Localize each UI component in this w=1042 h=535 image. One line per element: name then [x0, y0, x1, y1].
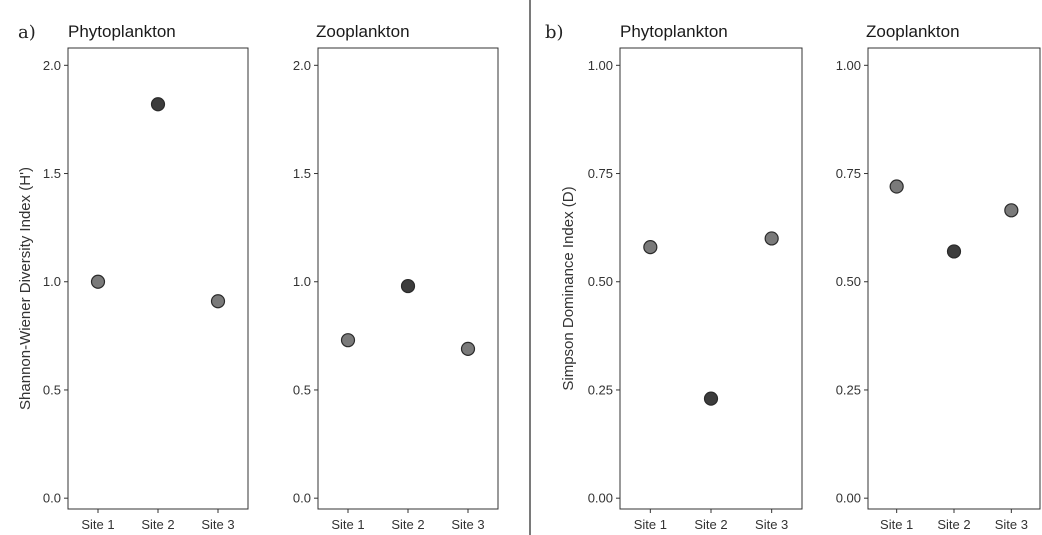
x-tick-label: Site 3: [451, 517, 484, 532]
data-point-site-1: [889, 179, 904, 194]
panel-letter: a): [18, 22, 36, 43]
data-point-site-2: [400, 278, 416, 294]
data-point-site-2: [150, 97, 166, 112]
chart-panel-3: b) Phytoplankton 0.00 0.25 0.50 0.75 1.00 Site …: [545, 22, 803, 532]
chart-panel-1: a) Phytoplankton 0.0 0.5 1.0 1.5 2.0 Site 1 Site…: [17, 22, 249, 532]
data-point-site-2: [703, 391, 719, 406]
x-tick-label: Site 1: [634, 517, 667, 532]
chart-title: Phytoplankton: [620, 22, 728, 41]
data-point-site-3: [210, 294, 226, 309]
x-tick-label: Site 3: [995, 517, 1028, 532]
y-tick-label: 0.0: [293, 491, 311, 506]
y-tick-label: 1.0: [293, 274, 311, 289]
chart-panel-2: Zooplankton 0.0 0.5 1.0 1.5 2.0 Site 1 Site 2 Si…: [293, 22, 499, 532]
y-tick-label: 0.00: [836, 491, 861, 506]
data-point-site-3: [460, 341, 476, 356]
y-axis-label: Shannon-Wiener Diversity Index (H'): [17, 167, 34, 410]
y-tick-label: 0.50: [836, 274, 861, 289]
x-tick-label: Site 2: [391, 517, 424, 532]
y-axis-label: Simpson Dominance Index (D): [560, 186, 577, 390]
data-point-site-3: [764, 231, 779, 246]
chart-title: Phytoplankton: [68, 22, 176, 41]
y-tick-label: 1.5: [43, 166, 61, 181]
x-tick-label: Site 1: [81, 517, 114, 532]
plot-frame: [317, 47, 499, 510]
y-tick-label: 2.0: [43, 58, 61, 73]
y-tick-label: 0.75: [588, 166, 613, 181]
panel-letter: b): [545, 22, 564, 43]
y-tick-label: 0.25: [588, 382, 613, 397]
plot-frame: [619, 47, 803, 510]
y-tick-label: 1.5: [293, 166, 311, 181]
chart-title: Zooplankton: [866, 22, 960, 41]
y-tick-label: 0.5: [293, 382, 311, 397]
x-tick-label: Site 2: [141, 517, 174, 532]
y-tick-label: 0.5: [43, 382, 61, 397]
data-point-site-1: [340, 333, 356, 348]
plot-frame: [867, 47, 1041, 510]
x-tick-label: Site 3: [201, 517, 234, 532]
y-tick-label: 1.0: [43, 274, 61, 289]
y-tick-label: 0.50: [588, 274, 613, 289]
chart-panel-4: Zooplankton 0.00 0.25 0.50 0.75 1.00 Site 1 Sit…: [836, 22, 1041, 532]
data-point-site-2: [946, 244, 962, 259]
y-tick-label: 0.75: [836, 166, 861, 181]
charts: a) Phytoplankton 0.0 0.5 1.0 1.5 2.0 Site 1 Site…: [17, 22, 1041, 532]
y-tick-label: 1.00: [588, 58, 613, 73]
data-point-site-1: [643, 240, 658, 255]
x-tick-label: Site 1: [880, 517, 913, 532]
y-tick-label: 1.00: [836, 58, 861, 73]
x-tick-label: Site 3: [755, 517, 788, 532]
x-tick-label: Site 1: [331, 517, 364, 532]
data-point-site-1: [90, 274, 106, 289]
chart-title: Zooplankton: [316, 22, 410, 41]
x-tick-label: Site 2: [937, 517, 970, 532]
y-tick-label: 0.25: [836, 382, 861, 397]
y-tick-label: 2.0: [293, 58, 311, 73]
y-tick-label: 0.0: [43, 491, 61, 506]
data-point-site-3: [1004, 203, 1019, 218]
y-tick-label: 0.00: [588, 491, 613, 506]
x-tick-label: Site 2: [694, 517, 727, 532]
